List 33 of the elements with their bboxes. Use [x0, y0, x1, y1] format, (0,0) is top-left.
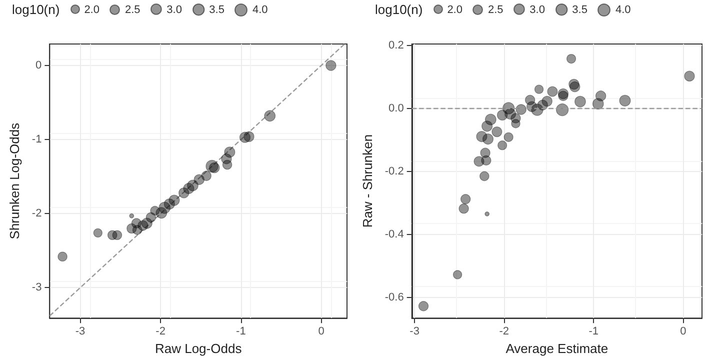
legend-title: log10(n) [375, 2, 423, 17]
x-tick-label: -3 [410, 326, 420, 338]
legend-label: 2.5 [124, 4, 140, 16]
y-tick-label: 0 [36, 59, 42, 72]
y-axis-title: Raw - Shrunken [360, 134, 375, 228]
legend-label: 3.0 [530, 4, 545, 16]
y-tick-label: -1 [32, 134, 42, 146]
y-tick-label: -2 [32, 208, 42, 220]
legend-label: 2.0 [84, 4, 100, 16]
legend-label: 4.0 [252, 4, 268, 16]
y-tick-label: -0.4 [384, 228, 404, 240]
x-tick-label: -1 [236, 326, 246, 338]
legend-title: log10(n) [12, 2, 60, 17]
legend-label: 2.0 [447, 4, 462, 16]
y-axis-title: Shrunken Log-Odds [7, 122, 22, 240]
legend-label: 3.5 [572, 4, 588, 16]
y-tick-label: 0.0 [388, 102, 404, 115]
x-tick-label: -1 [588, 326, 599, 338]
x-tick-label: -2 [156, 326, 166, 338]
x-axis-title: Average Estimate [506, 341, 608, 356]
y-tick-label: -0.6 [384, 291, 404, 304]
y-tick-label: 0.2 [388, 40, 404, 52]
legend-label: 3.5 [209, 4, 224, 16]
x-tick-label: -2 [499, 326, 509, 338]
legend-label: 2.5 [488, 4, 504, 16]
x-tick-label: 0 [318, 326, 324, 338]
x-tick-label: 0 [680, 326, 686, 338]
y-tick-label: -0.2 [384, 165, 404, 178]
legend-label: 4.0 [615, 4, 631, 16]
legend-label: 3.0 [166, 4, 182, 16]
y-tick-label: -3 [32, 282, 42, 294]
x-axis-title: Raw Log-Odds [154, 341, 242, 356]
x-tick-label: -3 [75, 326, 86, 338]
